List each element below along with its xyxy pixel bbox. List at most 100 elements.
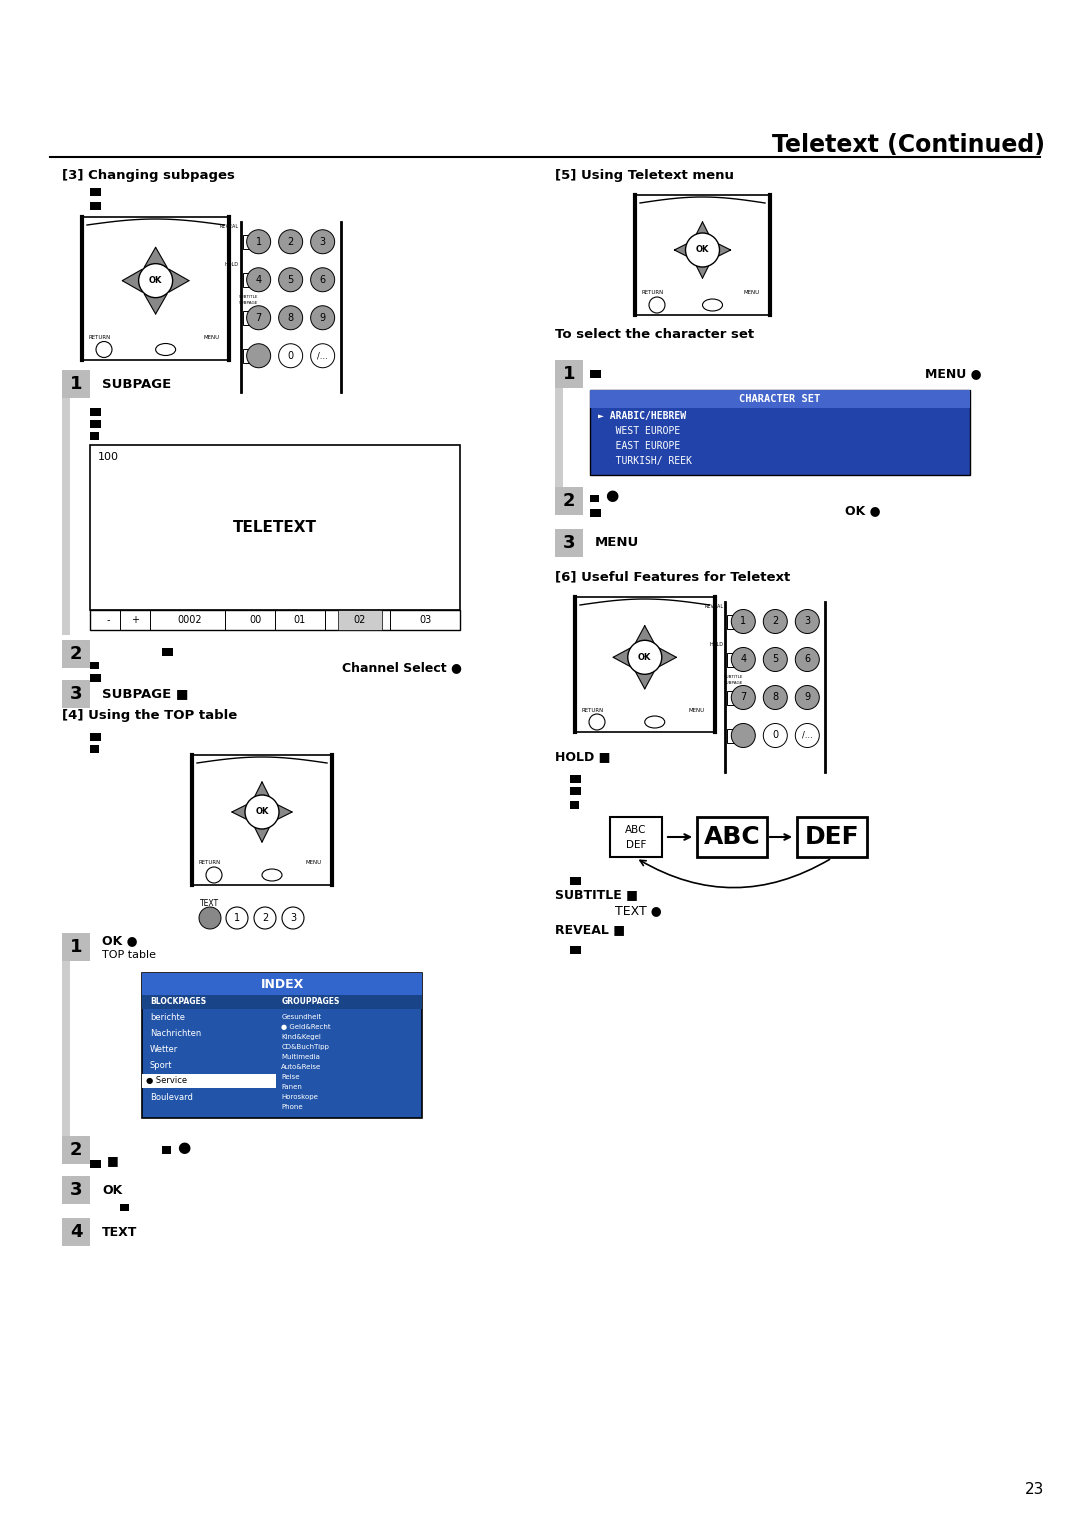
Bar [82, 217, 229, 360]
Text: Auto&Reise: Auto&Reise [282, 1064, 322, 1070]
Text: Wetter: Wetter [150, 1044, 178, 1053]
Bar [62, 1176, 90, 1203]
Circle shape [795, 609, 820, 634]
Text: 9: 9 [805, 692, 810, 703]
Text: 7: 7 [256, 312, 261, 323]
Text: 3: 3 [320, 237, 326, 246]
Bar [555, 530, 583, 557]
Circle shape [279, 230, 302, 254]
Bar [570, 946, 581, 954]
Text: 3: 3 [70, 684, 82, 703]
Bar [90, 432, 99, 439]
Circle shape [795, 648, 820, 672]
Text: Boulevard: Boulevard [150, 1093, 193, 1101]
Text: OK: OK [255, 807, 269, 816]
Bar [575, 597, 715, 732]
Bar [727, 729, 741, 743]
Bar [570, 801, 579, 808]
Text: BLOCKPAGES: BLOCKPAGES [150, 998, 206, 1006]
Text: 1: 1 [563, 364, 576, 383]
Circle shape [246, 230, 271, 254]
Text: +: + [131, 615, 139, 625]
Text: ● Geld&Recht: ● Geld&Recht [282, 1024, 332, 1030]
Text: [3] Changing subpages: [3] Changing subpages [62, 168, 234, 182]
Bar [90, 202, 102, 210]
Ellipse shape [262, 870, 282, 880]
Circle shape [279, 306, 302, 329]
Text: 3: 3 [805, 617, 810, 626]
Circle shape [311, 230, 335, 254]
Text: /...: /... [802, 730, 812, 739]
Text: CHARACTER SET: CHARACTER SET [740, 393, 821, 404]
Text: RETURN: RETURN [642, 291, 664, 295]
Text: 4: 4 [70, 1223, 82, 1242]
Text: 00: 00 [248, 615, 261, 625]
Text: 02: 02 [354, 615, 366, 625]
Text: RETURN: RETURN [89, 335, 111, 340]
Bar [62, 932, 90, 961]
Text: 8: 8 [287, 312, 294, 323]
Text: -: - [106, 615, 110, 625]
Ellipse shape [645, 717, 665, 729]
Circle shape [279, 344, 302, 367]
Text: OK ●: OK ● [845, 505, 880, 517]
Text: 3: 3 [70, 1180, 82, 1199]
Text: 03: 03 [419, 615, 431, 625]
Text: Sport: Sport [150, 1061, 173, 1070]
Circle shape [764, 648, 787, 672]
Text: TV-Programme: TV-Programme [150, 1076, 213, 1085]
Bar [727, 614, 741, 629]
Bar [338, 609, 382, 629]
Text: Nachrichten: Nachrichten [150, 1029, 201, 1038]
Text: OK: OK [638, 652, 651, 661]
Bar [590, 495, 599, 502]
Polygon shape [692, 259, 713, 279]
Circle shape [764, 686, 787, 709]
Text: ABC: ABC [625, 825, 647, 834]
Bar [62, 680, 90, 707]
Bar [555, 360, 583, 387]
Text: 6: 6 [805, 654, 810, 664]
Ellipse shape [702, 299, 723, 311]
Bar [62, 640, 90, 668]
Text: Reise: Reise [282, 1075, 300, 1079]
Text: INDEX: INDEX [260, 977, 303, 991]
Text: To select the character set: To select the character set [555, 329, 754, 341]
Text: ●: ● [177, 1139, 190, 1154]
Bar [90, 661, 99, 669]
Text: [6] Useful Features for Teletext: [6] Useful Features for Teletext [555, 571, 791, 583]
Bar [697, 818, 767, 857]
Circle shape [96, 341, 112, 358]
Text: 5: 5 [772, 654, 779, 664]
Bar [590, 390, 970, 407]
Bar [590, 390, 970, 475]
Circle shape [311, 268, 335, 292]
Bar [90, 446, 460, 609]
Text: 1: 1 [234, 912, 240, 923]
Polygon shape [711, 240, 730, 260]
Text: ● Service: ● Service [146, 1076, 187, 1085]
Text: TURKISH/ REEK: TURKISH/ REEK [598, 456, 692, 465]
Text: 0: 0 [772, 730, 779, 741]
Polygon shape [168, 269, 189, 292]
Text: 8: 8 [772, 692, 779, 703]
Polygon shape [272, 802, 292, 822]
Text: CD&BuchTipp: CD&BuchTipp [282, 1044, 329, 1050]
Circle shape [311, 344, 335, 367]
Circle shape [731, 648, 755, 672]
Text: RETURN: RETURN [582, 707, 604, 712]
Text: ► ARABIC/HEBREW: ► ARABIC/HEBREW [598, 410, 686, 421]
Text: MENU: MENU [203, 335, 219, 340]
Text: TOP table: TOP table [102, 951, 156, 960]
Circle shape [764, 724, 787, 747]
Bar [141, 974, 422, 1118]
Circle shape [764, 609, 787, 634]
Bar [141, 995, 422, 1009]
Circle shape [246, 344, 271, 367]
Circle shape [282, 906, 303, 929]
Circle shape [686, 233, 719, 266]
Circle shape [795, 724, 820, 747]
Circle shape [731, 724, 755, 747]
Circle shape [279, 268, 302, 292]
Circle shape [246, 306, 271, 329]
